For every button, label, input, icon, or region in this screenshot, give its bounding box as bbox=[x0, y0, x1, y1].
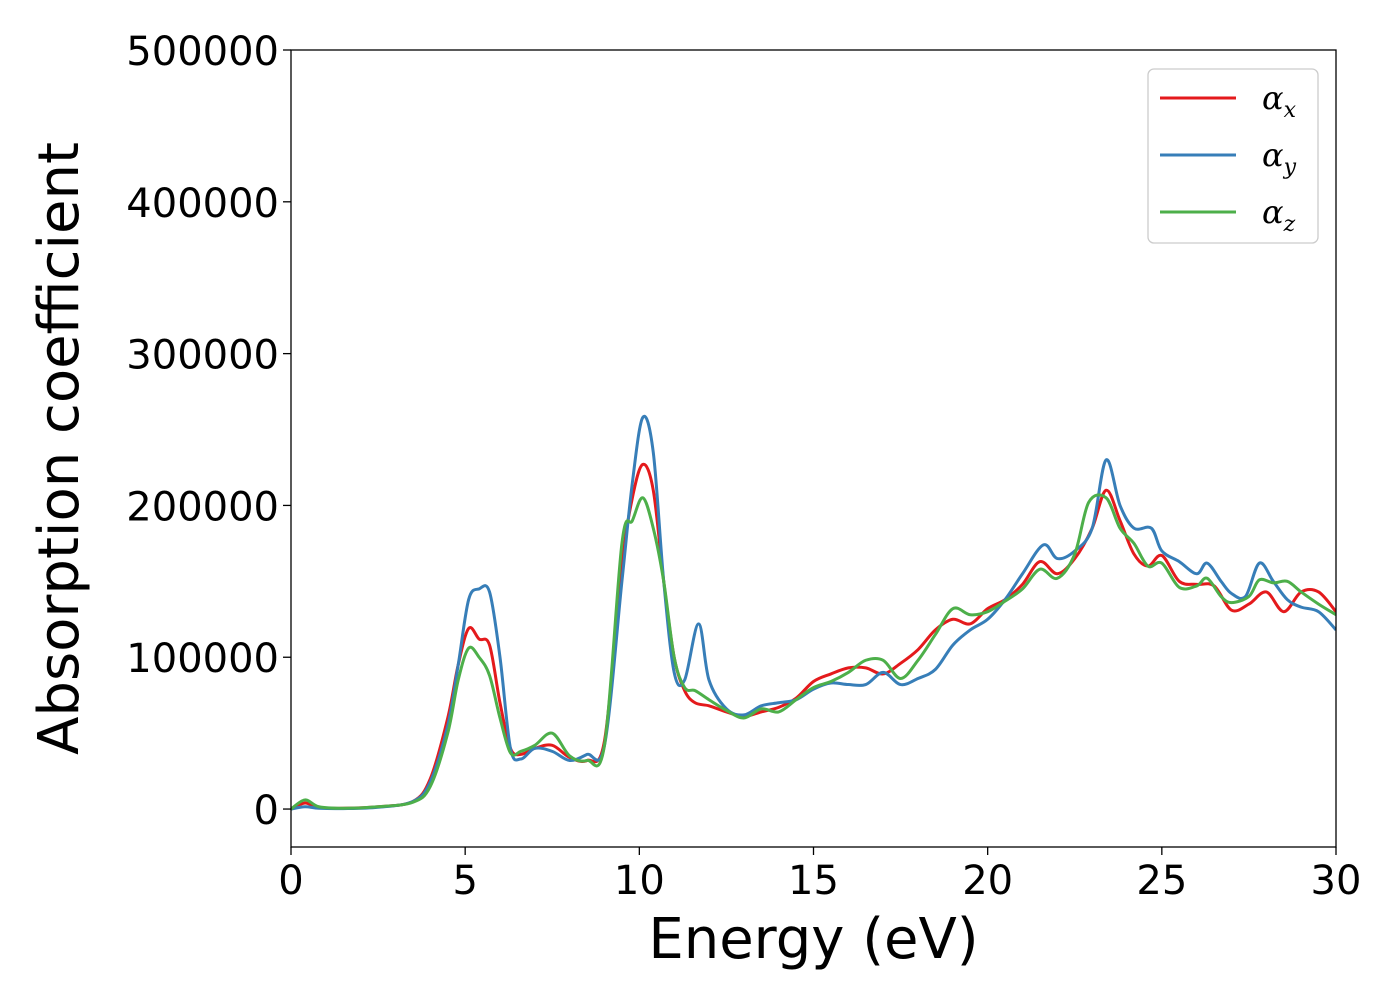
y-tick-label: 100000 bbox=[126, 636, 279, 682]
x-tick-label: 10 bbox=[614, 858, 665, 904]
axes: 0 5 10 15 20 25 30 0 100000 200000 300000 400000 500… bbox=[126, 29, 1361, 904]
series-line-x bbox=[291, 462, 1336, 811]
x-tick-label: 20 bbox=[962, 858, 1013, 904]
y-tick-label: 300000 bbox=[126, 333, 279, 379]
x-tick-label: 0 bbox=[278, 858, 303, 904]
y-tick-label: 400000 bbox=[126, 181, 279, 227]
plot-area bbox=[291, 414, 1336, 811]
series-line-y bbox=[291, 414, 1336, 811]
y-axis-label: Absorption coefficient bbox=[27, 142, 92, 755]
y-tick-label: 500000 bbox=[126, 29, 279, 75]
x-axis-label: Energy (eV) bbox=[648, 907, 978, 972]
y-tick-label: 200000 bbox=[126, 484, 279, 530]
x-tick-label: 5 bbox=[452, 858, 477, 904]
x-tick-label: 30 bbox=[1311, 858, 1362, 904]
y-tick-label: 0 bbox=[254, 788, 279, 834]
x-tick-label: 25 bbox=[1136, 858, 1187, 904]
series-line-z bbox=[291, 493, 1336, 811]
legend-entry-z: αz bbox=[1262, 193, 1296, 237]
x-tick-label: 15 bbox=[788, 858, 839, 904]
